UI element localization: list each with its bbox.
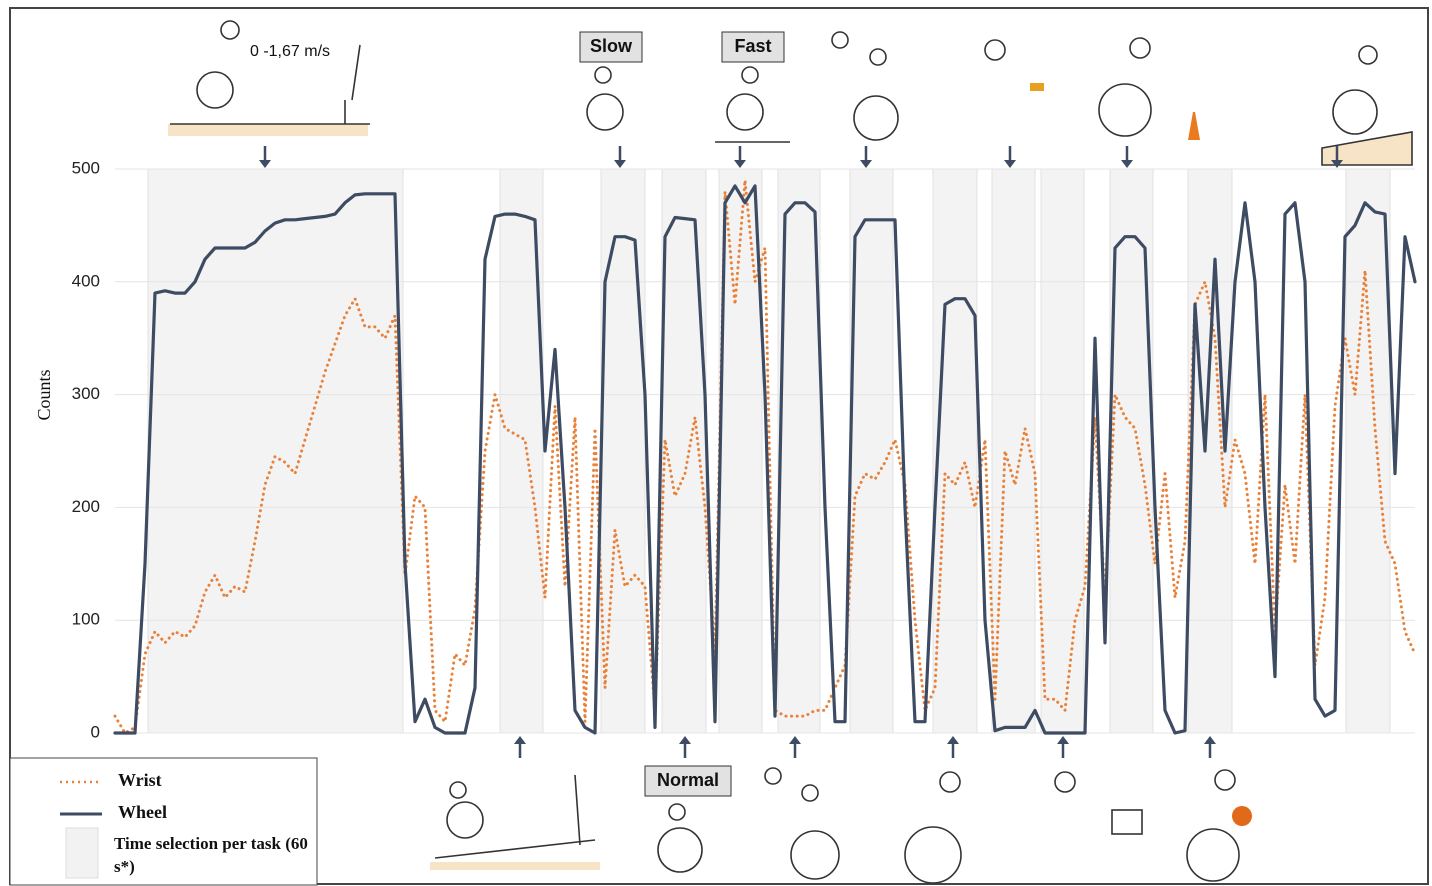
y-tick-label: 100 (72, 610, 100, 629)
speed-label: 0 -1,67 m/s (250, 43, 330, 60)
time-band (991, 168, 1036, 734)
legend-label: Time selection per task (60 s*) (114, 834, 308, 876)
arrow-head (1204, 736, 1216, 744)
time-band (849, 168, 894, 734)
series-line (113, 184, 1417, 735)
label-box (579, 31, 643, 63)
legend-label-wrap: Time selection per task (60 s*) (114, 834, 308, 876)
icons (168, 20, 1413, 884)
y-tick-label: 200 (72, 497, 100, 516)
arrow-head (1121, 160, 1133, 168)
arrow-head (614, 160, 626, 168)
fast-label: Fast (734, 36, 771, 56)
arrow-head (734, 160, 746, 168)
legend-label: Wheel (118, 802, 167, 822)
arrow-head (259, 160, 271, 168)
legend-swatch (65, 827, 99, 879)
label-box (644, 765, 732, 797)
arrow-head (1057, 736, 1069, 744)
y-tick-label: 500 (72, 158, 100, 177)
arrow-head (514, 736, 526, 744)
y-axis-label: Counts (34, 369, 54, 420)
time-band (932, 168, 978, 734)
arrow-head (679, 736, 691, 744)
legend-label: Wrist (118, 770, 162, 790)
arrows (259, 146, 1343, 758)
time-band (1040, 168, 1085, 734)
y-tick-label: 300 (72, 384, 100, 403)
y-tick-label: 0 (91, 722, 100, 741)
arrow-head (947, 736, 959, 744)
slow-label: Slow (590, 36, 633, 56)
series-line (113, 178, 1417, 735)
time-band (147, 168, 404, 734)
time-band (661, 168, 707, 734)
time-selection-bands (147, 168, 1391, 734)
arrow-head (860, 160, 872, 168)
arrow-head (789, 736, 801, 744)
label-box (721, 31, 785, 63)
legend (9, 757, 318, 886)
arrow-head (1331, 160, 1343, 168)
time-band (1345, 168, 1391, 734)
y-tick-label: 400 (72, 271, 100, 290)
normal-label: Normal (657, 770, 719, 790)
lines (113, 178, 1417, 735)
arrow-head (1004, 160, 1016, 168)
time-band (718, 168, 763, 734)
